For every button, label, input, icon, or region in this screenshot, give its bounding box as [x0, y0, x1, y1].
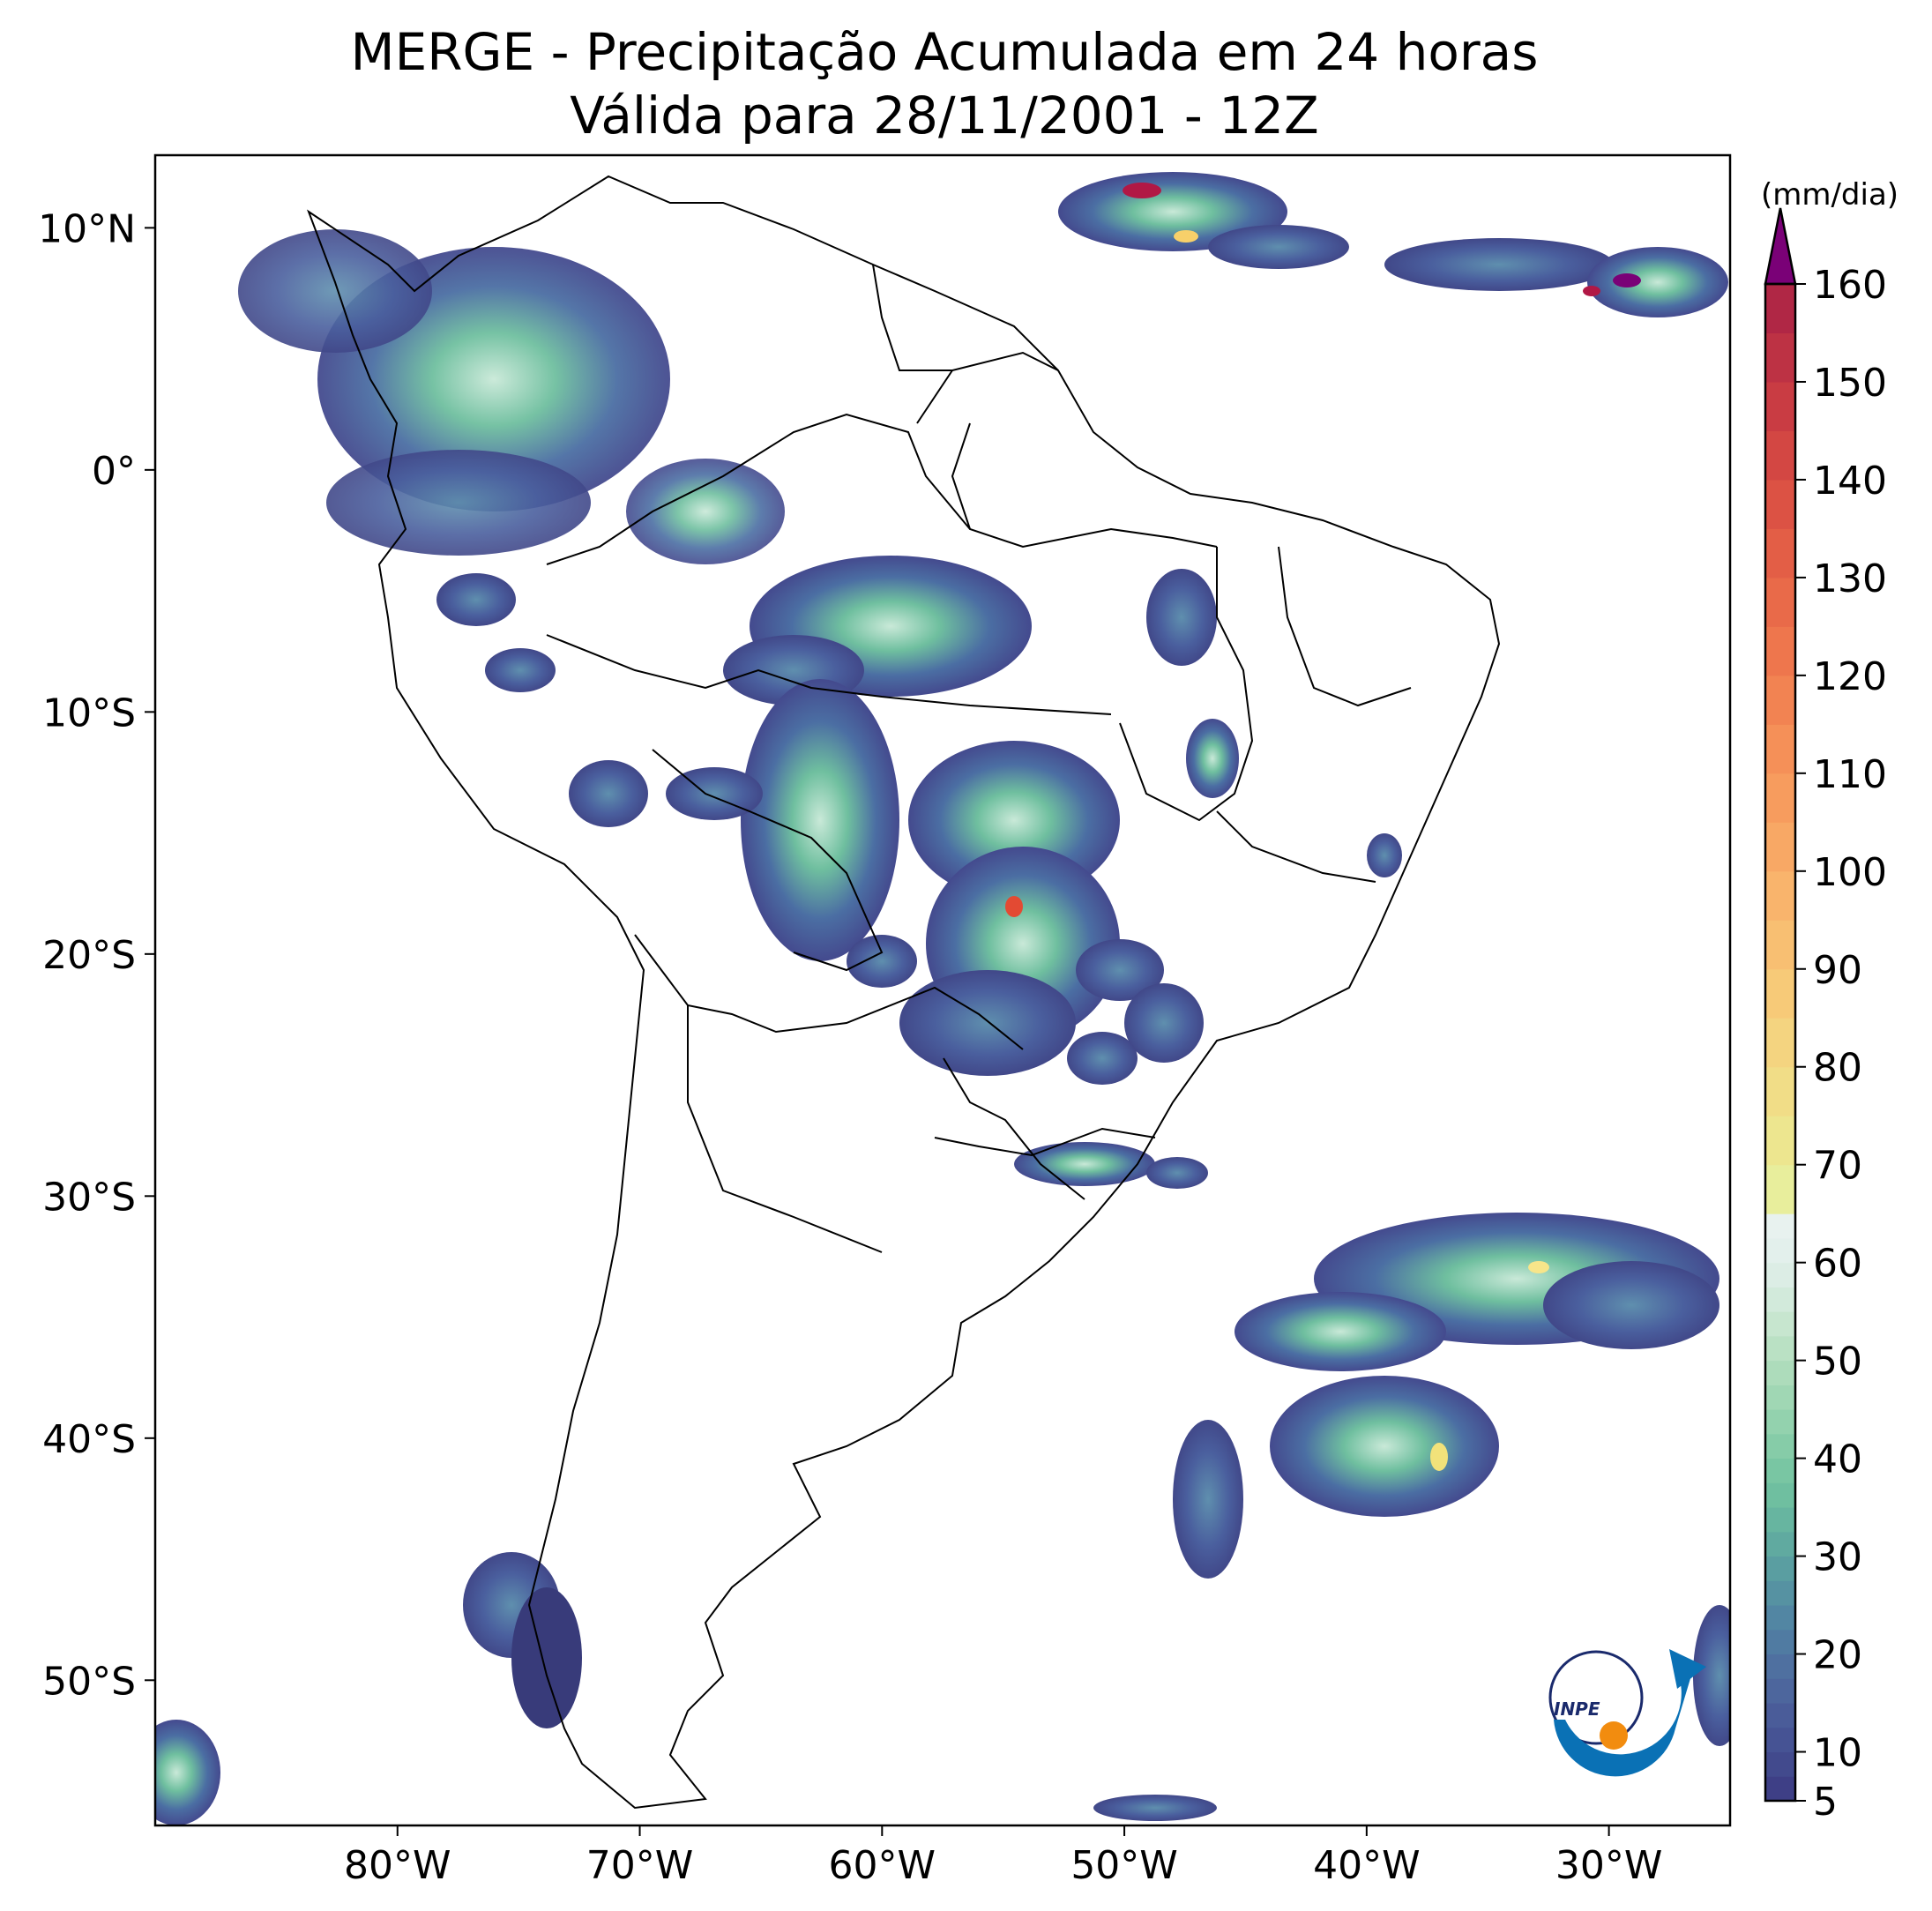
colorbar-tick-label: 130 — [1813, 556, 1887, 601]
colorbar-tick-label: 160 — [1813, 263, 1887, 308]
latitude-axis: 10°N 0° 10°S 20°S 30°S 40°S 50°S — [38, 206, 155, 1704]
colorbar-band — [1765, 1360, 1795, 1385]
colorbar-band — [1765, 1751, 1795, 1777]
colorbar-band — [1765, 1605, 1795, 1631]
colorbar-band — [1765, 1287, 1795, 1312]
colorbar-band — [1765, 968, 1795, 1019]
lat-tick-label: 20°S — [42, 933, 136, 978]
colorbar-band — [1765, 479, 1795, 529]
lon-tick-label: 50°W — [1070, 1843, 1178, 1888]
logo-text: INPE — [1554, 1698, 1600, 1720]
colorbar-band — [1765, 724, 1795, 774]
colorbar-band — [1765, 822, 1795, 872]
colorbar-tick-label: 40 — [1813, 1437, 1862, 1482]
colorbar-tick-label: 120 — [1813, 654, 1887, 699]
colorbar-band — [1765, 1531, 1795, 1557]
colorbar-band — [1765, 1433, 1795, 1459]
colorbar-band — [1765, 577, 1795, 627]
longitude-axis: 80°W 70°W 60°W 50°W 40°W 30°W — [344, 1825, 1662, 1888]
colorbar-tick-label: 150 — [1813, 361, 1887, 406]
colorbar-tick-label: 10 — [1813, 1731, 1862, 1776]
colorbar-band — [1765, 1311, 1795, 1337]
colorbar-tick-label: 5 — [1813, 1780, 1838, 1825]
colorbar-tick-label: 20 — [1813, 1633, 1862, 1678]
colorbar-tick-label: 100 — [1813, 850, 1887, 895]
colorbar: (mm/dia) 510 20 30 40 50 60 70 80 90 100 110 120 130… — [1761, 177, 1898, 1825]
colorbar-tick-label: 140 — [1813, 459, 1887, 504]
lon-tick-label: 40°W — [1313, 1843, 1421, 1888]
colorbar-band — [1765, 1629, 1795, 1655]
colorbar-band — [1765, 1482, 1795, 1508]
colorbar-tick-label: 60 — [1813, 1242, 1862, 1287]
colorbar-band — [1765, 1409, 1795, 1435]
colorbar-band — [1765, 1385, 1795, 1410]
colorbar-band — [1765, 1653, 1795, 1679]
map-subtitle: Válida para 28/11/2001 - 12Z — [570, 86, 1319, 146]
colorbar-tick-label: 110 — [1813, 752, 1887, 797]
colorbar-unit: (mm/dia) — [1761, 177, 1898, 213]
lat-tick-label: 10°N — [38, 206, 136, 251]
colorbar-band — [1765, 1776, 1795, 1802]
lon-tick-label: 80°W — [344, 1843, 451, 1888]
colorbar-tick-label: 90 — [1813, 948, 1862, 993]
colorbar-band — [1765, 528, 1795, 579]
precipitation-field — [155, 172, 1730, 1825]
lat-tick-label: 0° — [92, 449, 136, 494]
colorbar-band — [1765, 675, 1795, 725]
colorbar-band — [1765, 1262, 1795, 1288]
lon-tick-label: 60°W — [829, 1843, 936, 1888]
colorbar-band — [1765, 1213, 1795, 1239]
lon-tick-label: 30°W — [1555, 1843, 1663, 1888]
lat-tick-label: 40°S — [42, 1417, 136, 1462]
colorbar-band — [1765, 870, 1795, 921]
colorbar-band — [1765, 381, 1795, 431]
colorbar-band — [1765, 1703, 1795, 1728]
colorbar-band — [1765, 1580, 1795, 1606]
colorbar-tick-label: 50 — [1813, 1340, 1862, 1385]
map-frame — [153, 153, 1732, 1827]
colorbar-tick-label: 70 — [1813, 1144, 1862, 1189]
colorbar-band — [1765, 1116, 1795, 1166]
lat-tick-label: 10°S — [42, 690, 136, 735]
colorbar-tick-label: 80 — [1813, 1046, 1862, 1091]
colorbar-tick-label: 30 — [1813, 1535, 1862, 1580]
colorbar-band — [1765, 1237, 1795, 1264]
colorbar-extend-arrow — [1765, 208, 1795, 284]
colorbar-band — [1765, 626, 1795, 676]
colorbar-band — [1765, 773, 1795, 823]
colorbar-band — [1765, 430, 1795, 481]
colorbar-band — [1765, 1678, 1795, 1704]
inpe-logo: INPE — [1548, 1649, 1706, 1777]
colorbar-band — [1765, 920, 1795, 970]
lon-tick-label: 70°W — [586, 1843, 694, 1888]
map-title: MERGE - Precipitação Acumulada em 24 hor… — [350, 22, 1539, 82]
colorbar-band — [1765, 1335, 1795, 1362]
colorbar-band — [1765, 1727, 1795, 1753]
colorbar-band — [1765, 1556, 1795, 1581]
coastline — [306, 175, 1501, 1810]
colorbar-band — [1765, 1458, 1795, 1483]
colorbar-band — [1765, 1164, 1795, 1214]
colorbar-band — [1765, 332, 1795, 383]
colorbar-band — [1765, 284, 1795, 333]
colorbar-band — [1765, 1507, 1795, 1533]
lat-tick-label: 50°S — [42, 1659, 136, 1704]
lat-tick-label: 30°S — [42, 1175, 136, 1220]
colorbar-band — [1765, 1018, 1795, 1068]
colorbar-band — [1765, 1066, 1795, 1116]
